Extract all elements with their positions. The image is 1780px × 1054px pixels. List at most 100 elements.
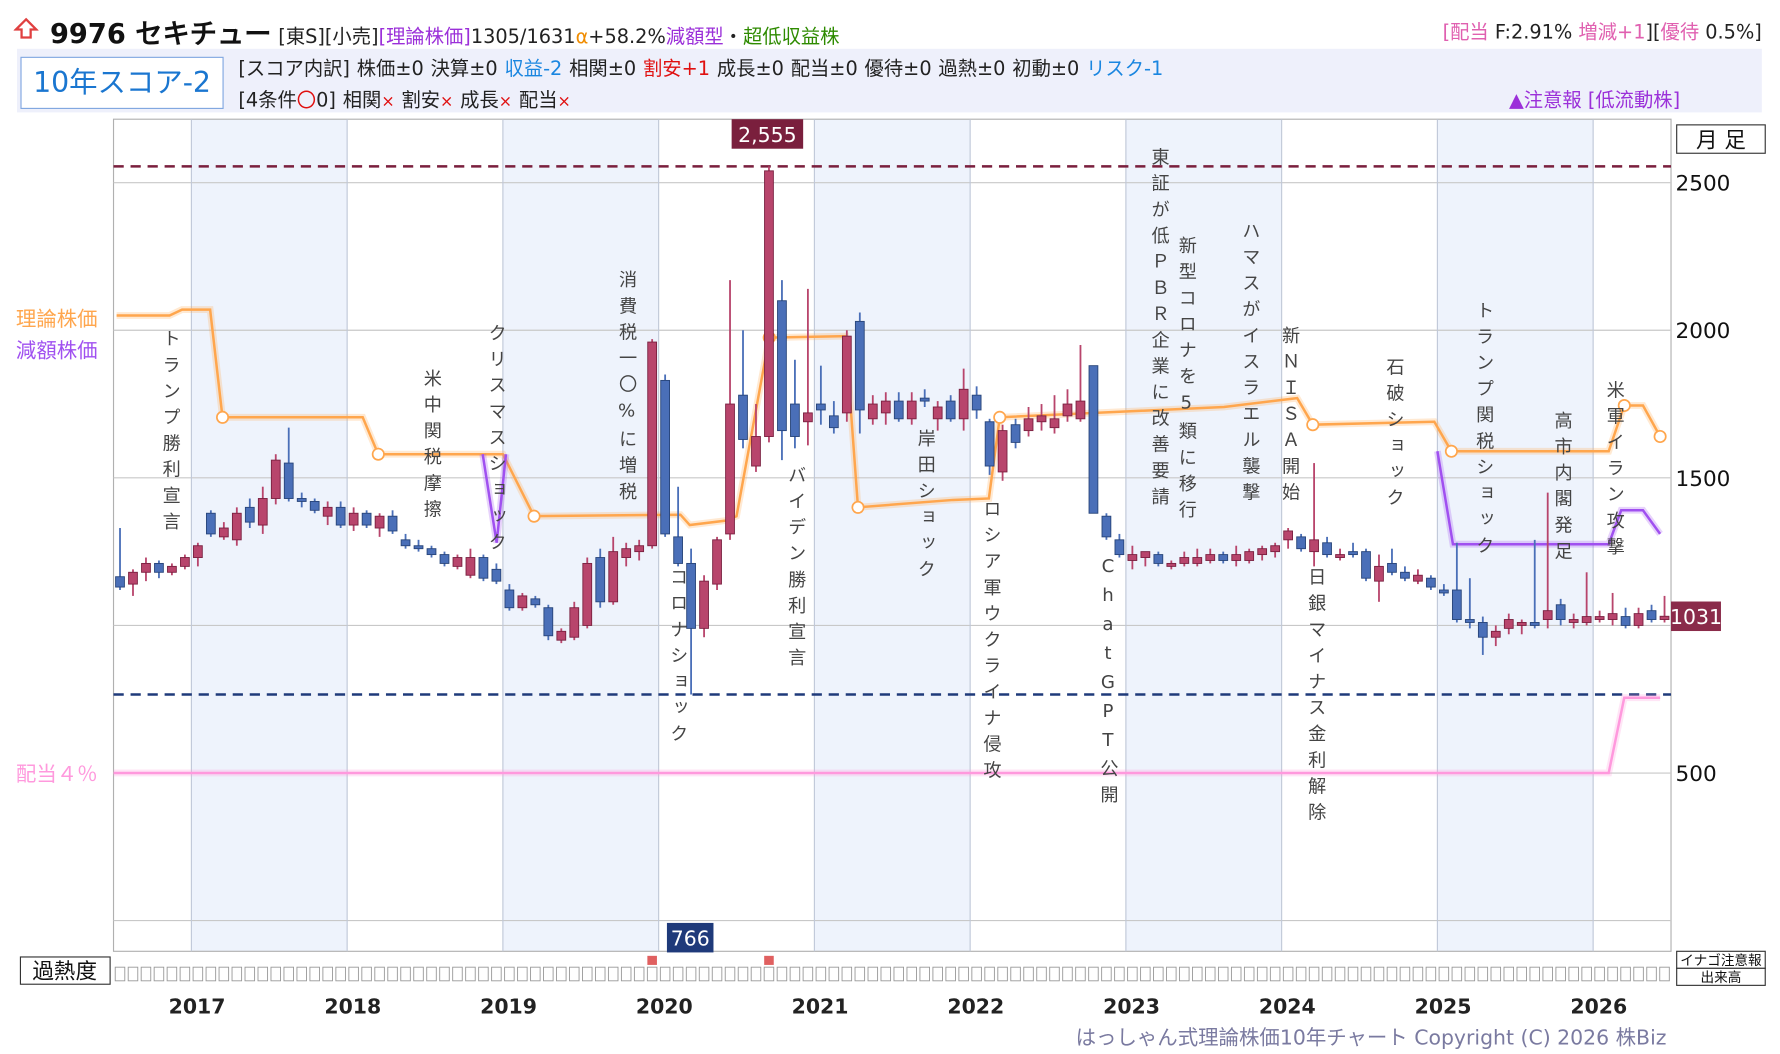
candle-body	[517, 595, 528, 609]
overheat-cell	[1140, 966, 1151, 982]
overheat-cell	[971, 966, 982, 982]
candle-body	[270, 459, 281, 499]
condition: 相関	[342, 89, 382, 113]
overheat-cell	[1217, 966, 1229, 982]
header-segment: ・	[723, 26, 743, 49]
overheat-cell	[348, 966, 359, 982]
candle-body	[374, 515, 385, 529]
candle-body	[1542, 610, 1553, 620]
candle-body	[1503, 619, 1514, 629]
candle-body	[205, 512, 216, 535]
overheat-cell	[1594, 966, 1605, 982]
overheat-cell	[1295, 966, 1307, 982]
event-annotation: 米軍イラン攻撃	[1604, 380, 1625, 563]
step-marker	[216, 410, 230, 424]
score-item: 過熱±0	[938, 57, 1006, 81]
header-segment: [配当	[1442, 21, 1489, 45]
overheat-cell	[1088, 966, 1099, 982]
candle-body	[725, 403, 735, 535]
arrow	[13, 17, 39, 39]
candle-body	[1075, 400, 1086, 420]
step-marker	[851, 500, 865, 514]
x-tick-label: 2017	[169, 995, 226, 1019]
candle-body	[712, 539, 722, 585]
x-tick-label: 2024	[1259, 995, 1316, 1019]
candle-body	[309, 500, 320, 511]
overheat-cell	[582, 966, 593, 982]
overheat-cell	[789, 966, 801, 982]
condition-cross: ×	[440, 93, 454, 112]
overheat-cell	[296, 966, 307, 982]
overheat-cell	[1036, 966, 1047, 982]
candle-body	[1127, 554, 1138, 561]
inago-label: イナゴ注意報	[1680, 952, 1762, 969]
overheat-cell	[1451, 966, 1463, 982]
candle-body	[1568, 619, 1579, 623]
overheat-cell	[815, 966, 827, 982]
candle-body	[1283, 530, 1293, 541]
condition: 配当	[518, 89, 558, 113]
overheat-cell	[685, 966, 697, 982]
condition: 成長	[460, 89, 499, 113]
candle-body	[1153, 554, 1164, 564]
header-segment: 1305/1631	[470, 26, 576, 49]
overheat-cell	[478, 966, 489, 982]
overheat-cell	[465, 966, 476, 982]
overheat-cell	[452, 966, 463, 982]
candle-body	[1101, 515, 1112, 538]
candle-body	[1335, 554, 1345, 558]
candle-body	[841, 335, 852, 414]
overheat-cell	[1386, 966, 1398, 982]
legend-label: 配当４％	[16, 762, 98, 786]
candle-body	[673, 536, 683, 564]
candle-body	[1477, 622, 1488, 638]
candle-body	[504, 589, 515, 609]
candle-body	[1620, 616, 1631, 626]
candle-body	[1426, 577, 1436, 588]
overheat-cell	[127, 966, 139, 982]
overheat-cell	[166, 966, 178, 982]
condition: 割安	[401, 89, 441, 113]
candle-body	[465, 557, 476, 576]
candle-body	[1516, 622, 1527, 626]
event-annotation: 岸田ショック	[915, 429, 936, 586]
overheat-cell	[1464, 966, 1476, 982]
candle-body	[1036, 415, 1047, 423]
candle-body	[647, 341, 658, 547]
volume-box	[1676, 967, 1766, 986]
overheat-cell	[802, 966, 814, 982]
candle-body	[1581, 616, 1592, 623]
event-annotation: ChatGPT公開	[1097, 556, 1118, 811]
overheat-cell	[1256, 966, 1268, 982]
overheat-cell	[919, 966, 930, 982]
x-tick-label: 2026	[1570, 995, 1627, 1019]
year-band	[502, 119, 659, 952]
overheat-cell	[1153, 966, 1164, 982]
reference-label: 766	[671, 927, 710, 951]
candle-body	[1490, 630, 1501, 638]
overheat-cell	[231, 966, 243, 982]
score-breakdown: [スコア内訳] 株価±0 決算±0 収益-2 相関±0 割安+1 成長±0 配当±0 優待±0 過…	[238, 52, 1170, 81]
y-tick-label: 500	[1676, 762, 1717, 787]
y-tick-label: 2000	[1676, 319, 1731, 344]
legend-label: 減額株価	[16, 339, 98, 363]
candle-body	[984, 421, 995, 467]
overheat-cell	[179, 966, 191, 982]
candle-body	[919, 397, 930, 402]
conditions-label: [4条件	[238, 89, 297, 113]
candle-body	[945, 400, 956, 420]
candle-body	[348, 512, 359, 526]
overheat-cell	[309, 966, 320, 982]
overheat-cell	[244, 966, 256, 982]
last-price-label: 1031	[1670, 605, 1722, 629]
candle-body	[1231, 554, 1242, 561]
candle-body	[1062, 403, 1073, 417]
candle-body	[1400, 571, 1410, 579]
candle-body	[1594, 616, 1605, 620]
event-annotation: トランプ関税ショック	[1473, 301, 1494, 562]
candle-body	[439, 554, 450, 564]
year-band	[1125, 119, 1282, 952]
last-price-box	[1671, 601, 1721, 632]
